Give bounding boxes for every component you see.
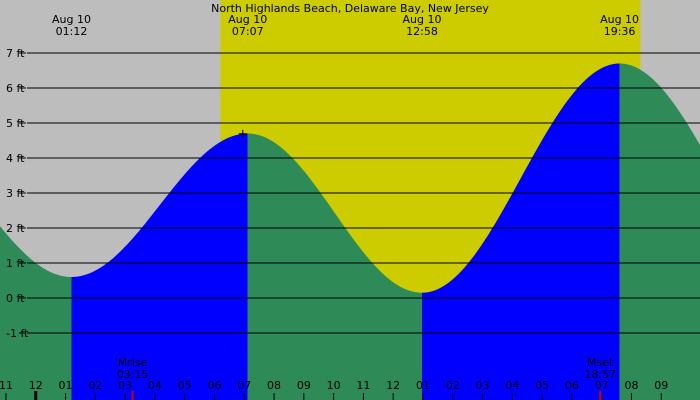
y-tick-label: 2 ft	[6, 222, 25, 235]
moon-event-label: Mrise	[118, 356, 148, 369]
x-tick-label: 02	[446, 379, 460, 392]
x-tick-label: 06	[207, 379, 221, 392]
x-tick-label: 07	[595, 379, 609, 392]
tide-extreme-date: Aug 10	[228, 13, 267, 26]
x-tick-label: 10	[327, 379, 341, 392]
y-tick-label: 6 ft	[6, 82, 25, 95]
tide-extreme-time: 19:36	[604, 25, 636, 38]
x-tick-label: 07	[237, 379, 251, 392]
moon-event-time: 03:15	[117, 368, 149, 381]
x-tick-label: 12	[386, 379, 400, 392]
tide-extreme-time: 01:12	[56, 25, 88, 38]
rising-tide-area	[421, 63, 620, 400]
x-tick-label: 12	[29, 379, 43, 392]
x-tick-group: 11 12 01 02 03 04 05 06 07 08 09 10 11 12 01 02 03 04 05 06…	[0, 379, 668, 400]
chart-title: North Highlands Beach, Delaware Bay, New…	[211, 2, 489, 15]
moon-event-marker	[131, 391, 134, 400]
x-tick-label: 11	[0, 379, 13, 392]
tide-extreme-date: Aug 10	[600, 13, 639, 26]
y-tick-label: 4 ft	[6, 152, 25, 165]
moon-event-time: 18:57	[584, 368, 616, 381]
tide-extreme-date: Aug 10	[52, 13, 91, 26]
y-tick-label-group: 7 ft 6 ft 5 ft 4 ft 3 ft 2 ft 1 ft 0 ft -1 ft	[6, 47, 29, 340]
tide-extreme-time: 12:58	[406, 25, 438, 38]
tide-extreme-date: Aug 10	[403, 13, 442, 26]
falling-tide-area	[0, 226, 72, 400]
x-tick-label: 02	[88, 379, 102, 392]
x-tick-label: 05	[178, 379, 192, 392]
x-tick-label: 05	[535, 379, 549, 392]
x-tick-label: 09	[297, 379, 311, 392]
x-tick-label: 08	[624, 379, 638, 392]
x-tick-label: 09	[654, 379, 668, 392]
x-tick-label: 04	[148, 379, 162, 392]
x-tick-label: 06	[565, 379, 579, 392]
x-tick-label: 03	[476, 379, 490, 392]
x-tick-label: 04	[505, 379, 519, 392]
x-tick-label: 01	[59, 379, 73, 392]
y-tick-label: 1 ft	[6, 257, 25, 270]
x-tick-label: 08	[267, 379, 281, 392]
tide-extreme-time: 07:07	[232, 25, 264, 38]
moon-event-label: Mset	[587, 356, 614, 369]
moon-event-marker	[599, 391, 602, 400]
midnight-marker	[34, 391, 38, 400]
x-tick-label: 11	[356, 379, 370, 392]
y-tick-label: -1 ft	[6, 327, 29, 340]
x-tick-label: 03	[118, 379, 132, 392]
y-tick-label: 7 ft	[6, 47, 25, 60]
x-tick-label: 01	[416, 379, 430, 392]
y-tick-label: 3 ft	[6, 187, 25, 200]
y-tick-label: 0 ft	[6, 292, 25, 305]
current-time-marker	[238, 129, 247, 138]
y-tick-label: 5 ft	[6, 117, 25, 130]
falling-tide-area	[619, 63, 700, 400]
gridline-group	[19, 52, 700, 334]
